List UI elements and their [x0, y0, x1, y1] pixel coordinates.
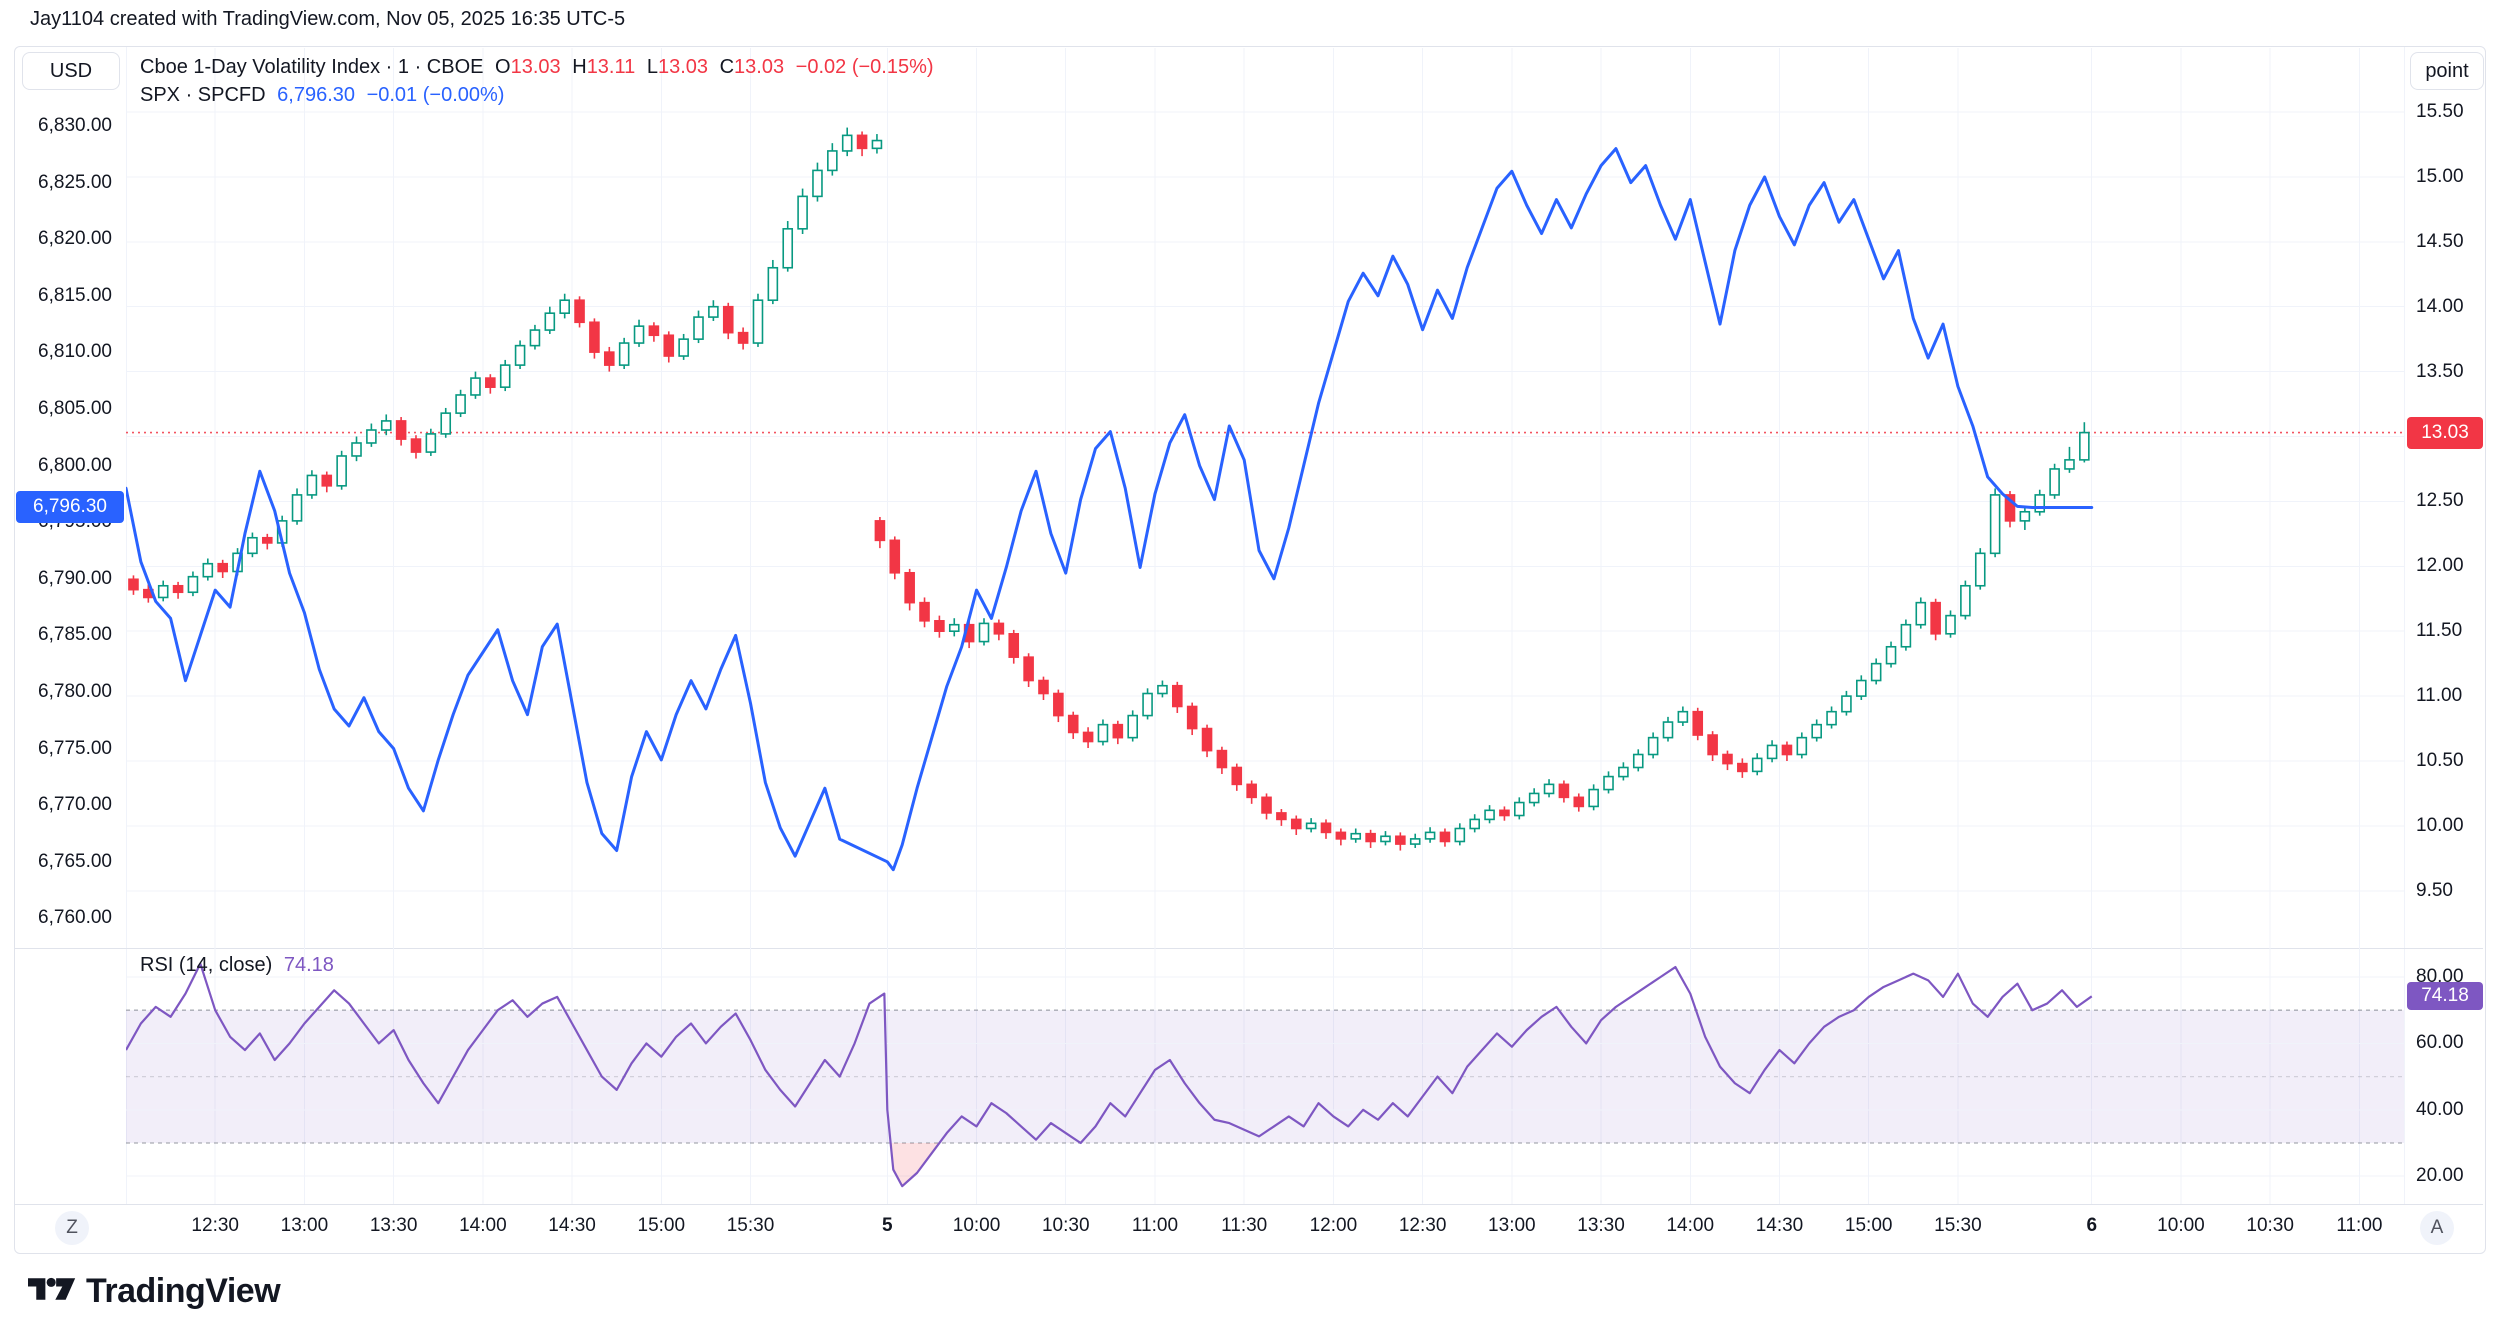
time-axis-label: 14:30 — [1755, 1215, 1804, 1236]
rsi-axis-tick: 20.00 — [2416, 1165, 2464, 1187]
time-axis-label: 15:00 — [1844, 1215, 1893, 1236]
left-axis-tick: 6,820.00 — [38, 228, 112, 250]
vix-high-label: H — [572, 56, 587, 78]
vix-low-value: 13.03 — [657, 56, 709, 78]
spx-price-badge: 6,796.30 — [16, 491, 124, 524]
vix-close-value: 13.03 — [734, 56, 785, 78]
left-axis-tick: 6,790.00 — [38, 567, 112, 589]
time-axis-label: 15:30 — [726, 1215, 775, 1236]
right-axis-tick: 15.00 — [2416, 165, 2464, 187]
rsi-study-title[interactable]: RSI (14, close) — [140, 954, 273, 976]
time-axis-separator — [15, 1204, 2483, 1205]
autoscale-button[interactable]: A — [2420, 1211, 2454, 1245]
chart-widget-frame — [14, 46, 2486, 1254]
rsi-chart-canvas[interactable] — [125, 948, 2404, 1204]
spx-change-value: −0.01 (−0.00%) — [366, 84, 505, 106]
timezone-button[interactable]: Z — [55, 1211, 89, 1245]
left-axis-tick: 6,770.00 — [38, 794, 112, 816]
right-scale-unit-button[interactable]: point — [2410, 52, 2484, 90]
time-axis-label: 14:00 — [459, 1215, 507, 1236]
tradingview-logo-icon — [28, 1274, 76, 1309]
right-axis-tick: 10.00 — [2416, 814, 2464, 836]
pane-separator[interactable] — [15, 948, 2483, 949]
left-axis-tick: 6,785.00 — [38, 624, 112, 646]
vix-series-title[interactable]: Cboe 1-Day Volatility Index · 1 · CBOE — [140, 56, 484, 78]
time-axis-label: 14:30 — [548, 1215, 596, 1236]
left-axis-tick: 6,800.00 — [38, 454, 112, 476]
left-scale-unit-button[interactable]: USD — [22, 52, 120, 90]
right-axis-tick: 12.00 — [2416, 555, 2464, 577]
left-axis-tick: 6,825.00 — [38, 171, 112, 193]
time-axis-label: 13:00 — [280, 1215, 329, 1236]
main-legend-row-spx[interactable]: SPX · SPCFD 6,796.30 −0.01 (−0.00%) — [140, 84, 510, 107]
left-axis-tick: 6,765.00 — [38, 850, 112, 872]
vix-price-badge: 13.03 — [2407, 416, 2483, 449]
time-axis-label: 12:00 — [1309, 1215, 1358, 1236]
time-axis-label: 10:00 — [2157, 1215, 2205, 1236]
time-axis-label: 11:00 — [1131, 1215, 1179, 1236]
rsi-axis-tick: 80.00 — [2416, 966, 2464, 987]
vix-high-value: 13.11 — [586, 56, 636, 78]
spx-last-value: 6,796.30 — [277, 84, 355, 106]
time-axis-label: 14:00 — [1666, 1215, 1715, 1236]
right-scale-divider — [2404, 47, 2405, 1204]
left-axis-tick: 6,760.00 — [38, 907, 112, 929]
left-axis-tick: 6,805.00 — [38, 398, 112, 419]
time-axis-label: 13:30 — [369, 1215, 418, 1236]
time-axis-label: 15:00 — [637, 1215, 686, 1236]
right-axis-tick: 15.50 — [2416, 101, 2464, 122]
time-axis-label: 15:30 — [1934, 1215, 1982, 1236]
time-axis-label: 10:30 — [1041, 1215, 1090, 1236]
right-axis-tick: 14.50 — [2416, 230, 2464, 252]
left-axis-tick: 6,810.00 — [38, 341, 112, 363]
right-axis-tick: 11.50 — [2416, 620, 2463, 642]
vix-open-value: 13.03 — [510, 56, 561, 78]
vix-close-label: C — [719, 56, 735, 78]
time-axis-day-label: 5 — [882, 1215, 893, 1236]
time-axis-label: 12:30 — [191, 1215, 239, 1236]
vix-open-label: O — [495, 56, 511, 78]
rsi-legend-row[interactable]: RSI (14, close) 74.18 — [140, 954, 340, 977]
right-axis-tick: 9.50 — [2416, 879, 2453, 901]
rsi-value-badge: 74.18 — [2407, 982, 2483, 1011]
tradingview-branding[interactable]: TradingView — [28, 1272, 281, 1311]
time-axis-label: 13:00 — [1488, 1215, 1536, 1236]
right-axis-tick: 10.50 — [2416, 750, 2464, 771]
right-axis-tick: 14.00 — [2416, 295, 2464, 317]
spx-series-title[interactable]: SPX · SPCFD — [140, 84, 266, 106]
time-axis-label: 12:30 — [1398, 1215, 1447, 1236]
rsi-axis-tick: 60.00 — [2416, 1032, 2464, 1054]
vix-change-value: −0.02 (−0.15%) — [795, 56, 934, 78]
left-axis-tick: 6,775.00 — [38, 737, 112, 759]
rsi-last-value: 74.18 — [283, 954, 334, 976]
main-legend-row-vix[interactable]: Cboe 1-Day Volatility Index · 1 · CBOE O… — [140, 56, 940, 79]
left-axis-tick: 6,780.00 — [38, 681, 112, 702]
right-axis-tick: 11.00 — [2416, 685, 2463, 707]
right-axis-tick: 13.50 — [2416, 360, 2464, 382]
left-axis-tick: 6,830.00 — [38, 115, 112, 136]
chart-credit: Jay1104 created with TradingView.com, No… — [30, 8, 626, 30]
left-scale-divider — [126, 47, 127, 1204]
time-axis-label: 11:00 — [2336, 1215, 2383, 1236]
main-chart-canvas[interactable] — [113, 48, 2404, 948]
time-axis-label: 10:00 — [952, 1215, 1001, 1236]
rsi-axis-tick: 40.00 — [2416, 1098, 2464, 1120]
tradingview-logo-text: TradingView — [86, 1272, 281, 1310]
left-axis-tick: 6,815.00 — [38, 284, 112, 306]
right-axis-tick: 12.50 — [2416, 490, 2464, 512]
time-axis-day-label: 6 — [2086, 1215, 2098, 1236]
time-axis-label: 10:30 — [2246, 1215, 2294, 1236]
time-axis-label: 13:30 — [1577, 1215, 1625, 1236]
time-axis-label: 11:30 — [1221, 1215, 1268, 1236]
vix-low-label: L — [646, 56, 658, 78]
